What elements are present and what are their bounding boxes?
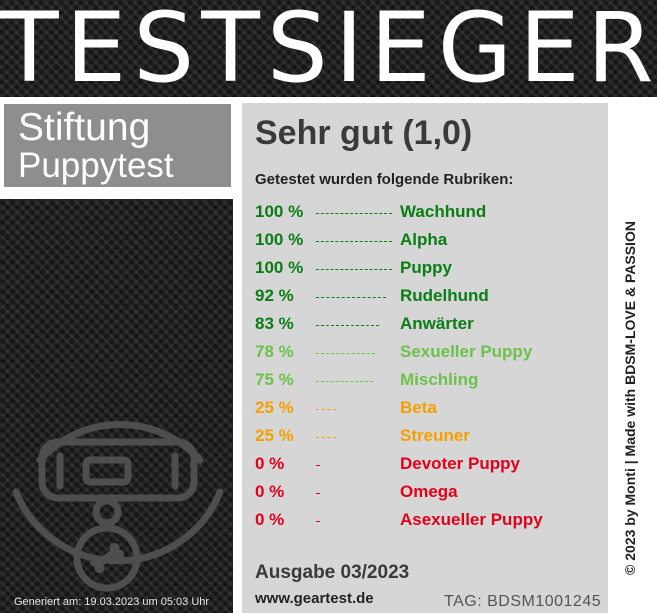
rubrics-heading: Getestet wurden folgende Rubriken: (255, 171, 514, 188)
rubric-percent: 78 % (255, 342, 294, 361)
rubric-row: 78 % Sexueller Puppy (255, 341, 595, 365)
rubric-score-line (316, 381, 373, 382)
rubric-score-line (316, 521, 320, 522)
carbon-panel (0, 199, 233, 613)
rubric-percent: 25 % (255, 426, 294, 445)
rubric-percent: 100 % (255, 258, 304, 277)
generated-timestamp: Generiert am: 19.03.2023 um 05:03 Uhr (14, 596, 210, 608)
rubric-percent: 100 % (255, 202, 304, 221)
bone-tag-icon (89, 542, 125, 574)
rubric-percent: 100 % (255, 230, 304, 249)
rubric-score-line (316, 437, 336, 438)
dog-collar-icon (12, 421, 224, 592)
rubric-name: Asexueller Puppy (400, 510, 543, 529)
rubric-name: Omega (400, 482, 458, 501)
rubric-score-line (316, 493, 320, 494)
rubric-percent: 92 % (255, 286, 294, 305)
rubric-score-line (316, 409, 336, 410)
rubric-percent: 83 % (255, 314, 294, 333)
rubric-score-line (316, 213, 392, 214)
rubric-name: Devoter Puppy (400, 454, 520, 473)
rubric-row: 25 % Beta (255, 397, 595, 421)
rubric-name: Anwärter (400, 314, 474, 333)
rubric-percent: 0 % (255, 454, 285, 473)
result-card: Sehr gut (1,0) Getestet wurden folgende … (242, 103, 608, 613)
rubric-percent: 0 % (255, 510, 285, 529)
rubric-row: 0 % Asexueller Puppy (255, 509, 595, 533)
rubric-percent: 25 % (255, 398, 294, 417)
rubric-name: Alpha (400, 230, 448, 249)
brand-line-2: Puppytest (18, 146, 174, 185)
rubric-percent: 0 % (255, 482, 285, 501)
header-banner: TESTSIEGER (0, 0, 657, 104)
rubric-row: 100 % Alpha (255, 229, 595, 253)
rubric-score-line (316, 325, 379, 326)
testsieger-title: TESTSIEGER (0, 0, 657, 104)
rubric-row: 25 % Streuner (255, 425, 595, 449)
issue-label: Ausgabe 03/2023 (255, 562, 410, 583)
rubric-score-line (316, 269, 392, 270)
rubric-score-line (316, 465, 320, 466)
rubric-row: 0 % Omega (255, 481, 595, 505)
tag-id: TAG: BDSM1001245 (444, 593, 602, 610)
brand-badge: Stiftung Puppytest (2, 102, 233, 189)
rubric-score-line (316, 241, 392, 242)
overall-rating: Sehr gut (1,0) (255, 114, 473, 152)
rubric-row: 100 % Puppy (255, 257, 595, 281)
rubric-name: Mischling (400, 370, 479, 389)
rubric-name: Rudelhund (400, 286, 489, 305)
brand-line-1: Stiftung (18, 106, 151, 149)
rubric-score-line (316, 353, 375, 354)
rubric-row: 0 % Devoter Puppy (255, 453, 595, 477)
rubric-name: Puppy (400, 258, 452, 277)
rubric-name: Beta (400, 398, 437, 417)
rubric-score-line (316, 297, 386, 298)
rubric-name: Streuner (400, 426, 470, 445)
website-link[interactable]: www.geartest.de (255, 590, 374, 607)
rubric-row: 75 % Mischling (255, 369, 595, 393)
side-credit: © 2023 by Monti | Made with BDSM-LOVE & … (622, 221, 638, 575)
rubric-name: Wachhund (400, 202, 487, 221)
rubric-name: Sexueller Puppy (400, 342, 533, 361)
rubric-row: 92 % Rudelhund (255, 285, 595, 309)
rubric-percent: 75 % (255, 370, 294, 389)
rubric-row: 100 % Wachhund (255, 201, 595, 225)
rubric-row: 83 % Anwärter (255, 313, 595, 337)
